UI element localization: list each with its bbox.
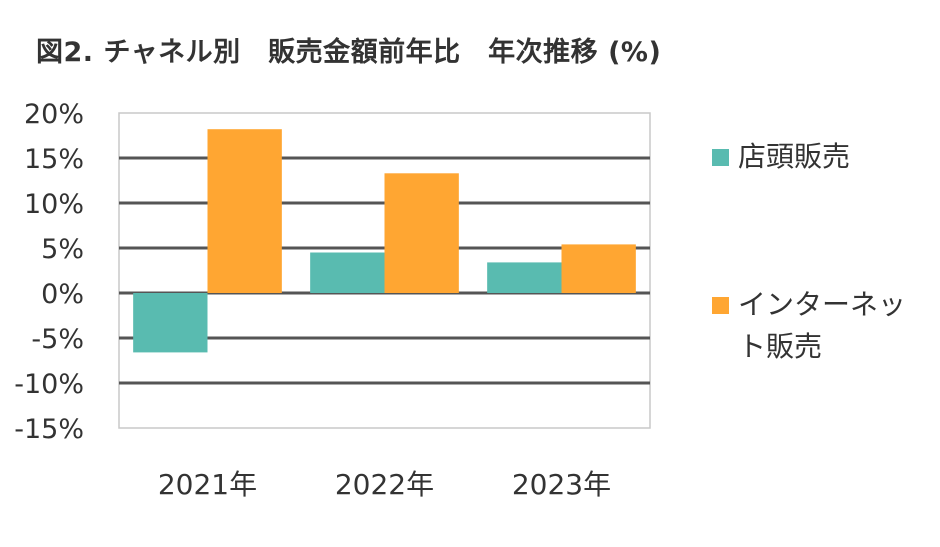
bar-series-1-category-1 xyxy=(384,173,459,293)
x-category-label: 2021年 xyxy=(158,468,257,501)
bar-series-0-category-2 xyxy=(487,262,562,293)
bar-series-1-category-2 xyxy=(561,244,636,293)
y-tick-label: 15% xyxy=(24,144,84,175)
y-tick-label: 0% xyxy=(41,279,84,310)
y-tick-label: 20% xyxy=(24,99,84,130)
y-tick-label: -15% xyxy=(14,414,84,445)
bar-series-0-category-1 xyxy=(310,252,385,293)
y-tick-label: -10% xyxy=(14,369,84,400)
y-tick-label: -5% xyxy=(31,324,84,355)
legend-swatch-store-sales xyxy=(712,149,729,166)
y-tick-label: 5% xyxy=(41,234,84,265)
bars xyxy=(133,129,636,353)
y-tick-label: 10% xyxy=(24,189,84,220)
chart-title: 図2. チャネル別 販売金額前年比 年次推移 (%) xyxy=(36,37,662,68)
bar-series-1-category-0 xyxy=(207,129,282,293)
legend-label-internet-sales: インターネット販売 xyxy=(738,288,907,363)
bar-series-0-category-0 xyxy=(133,293,208,353)
y-axis-tick-labels: 20% 15% 10% 5% 0% -5% -10% -15% xyxy=(14,99,84,445)
legend-label-store-sales: 店頭販売 xyxy=(738,140,851,173)
x-axis-category-labels: 2021年 2022年 2023年 xyxy=(158,468,611,501)
x-category-label: 2023年 xyxy=(512,468,611,501)
legend-swatch-internet-sales xyxy=(712,297,729,314)
legend-item-store-sales: 店頭販売 xyxy=(712,136,932,178)
legend-item-internet-sales: インターネット販売 xyxy=(712,284,932,368)
x-category-label: 2022年 xyxy=(335,468,434,501)
legend: 店頭販売 インターネット販売 xyxy=(712,136,932,368)
